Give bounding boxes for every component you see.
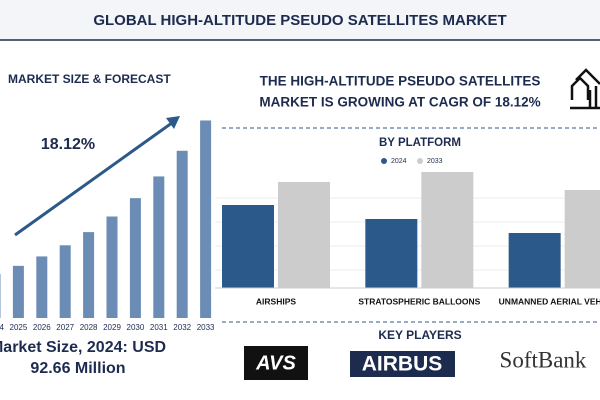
legend-swatch [381,158,387,164]
x-tick-label: STRATOSPHERIC BALLOONS [358,296,480,306]
legend-label: 2033 [427,158,443,165]
x-tick-label: UNMANNED AERIAL VEHICLES [499,296,600,306]
legend-swatch [417,158,423,164]
platform-title: BY PLATFORM [379,137,461,149]
logo-box [244,346,308,380]
bar [176,150,188,318]
legend-label: 2024 [391,158,407,165]
bar [153,176,165,318]
x-tick-label: 2024 [0,323,4,332]
logo-box [350,351,455,377]
bar [12,265,24,318]
x-tick-label: 2031 [150,323,168,332]
logo: AIRBUS [362,353,443,376]
x-tick-label: 2027 [56,323,74,332]
bar [59,245,71,318]
x-tick-label: 2028 [80,323,98,332]
x-tick-label: 2026 [33,323,51,332]
x-tick-label: AIRSHIPS [256,296,296,306]
x-tick-label: 2025 [10,323,28,332]
bar [106,216,118,318]
bar [36,256,48,318]
bar [200,120,212,318]
market-size: Market Size, 2024: USD [0,339,166,356]
growth-icon [570,68,600,110]
trend-arrow [14,118,177,237]
annotation: 18.12% [41,136,95,153]
bar [222,205,274,288]
arrow-head [166,116,180,129]
market-size: 92.66 Million [30,360,125,377]
page-title: GLOBAL HIGH-ALTITUDE PSEUDO SATELLITES M… [93,12,506,29]
x-tick-label: 2029 [103,323,121,332]
x-tick-label: 2030 [127,323,145,332]
bar [129,198,141,318]
x-tick-label: 2033 [197,323,215,332]
logo: AVS [255,352,296,374]
headline: MARKET IS GROWING AT CAGR OF 18.12% [259,95,540,110]
key-players-title: KEY PLAYERS [378,328,461,342]
header-band [0,0,600,40]
bar [83,232,95,318]
bar [365,219,418,288]
bar [421,172,474,288]
logo: SoftBank [500,347,587,372]
headline: THE HIGH-ALTITUDE PSEUDO SATELLITES [260,74,541,89]
bar [0,273,1,318]
bar [508,233,561,288]
bar [564,190,600,288]
bar [278,182,330,288]
forecast-title: MARKET SIZE & FORECAST [8,72,171,86]
x-tick-label: 2032 [173,323,191,332]
